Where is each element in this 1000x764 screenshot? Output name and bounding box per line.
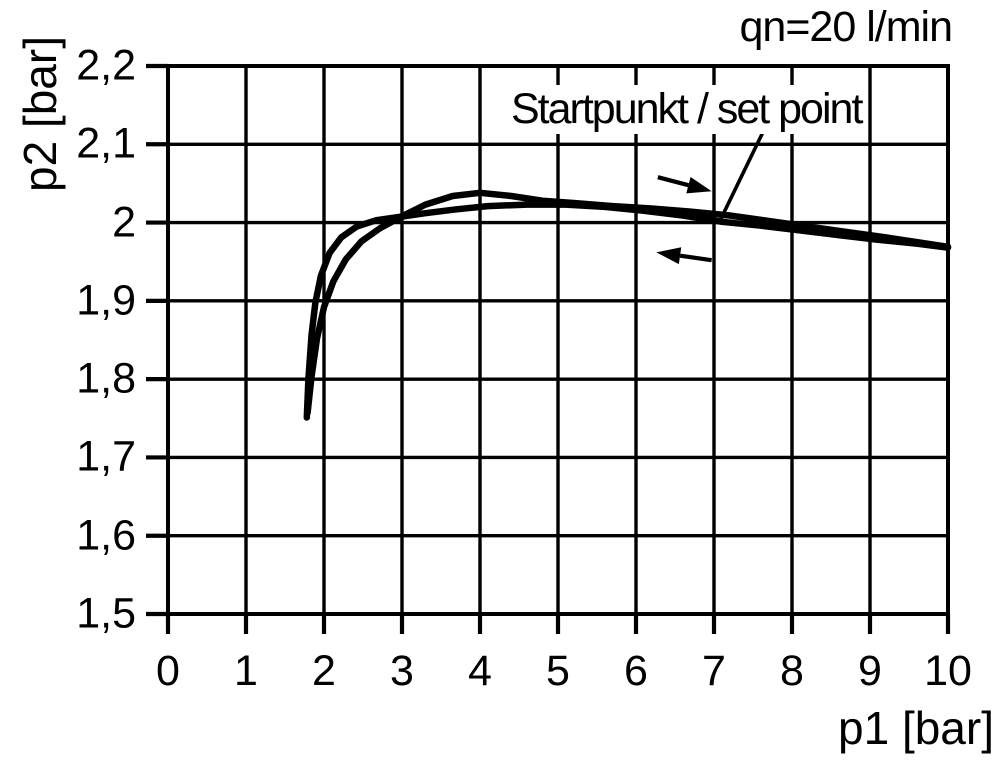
- setpoint-leader-line: [718, 130, 765, 222]
- x-axis-title: p1 [bar]: [838, 702, 994, 754]
- x-tick-label: 8: [780, 647, 804, 695]
- y-tick-label: 2,1: [76, 119, 136, 168]
- x-tick-label: 0: [156, 647, 180, 695]
- x-tick-label: 3: [390, 647, 414, 695]
- flow-rate-annotation: qn=20 l/min: [739, 3, 953, 51]
- y-tick-label: 1,7: [76, 432, 136, 481]
- curve-lower-branch: [303, 201, 952, 421]
- y-tick-label: 1,9: [76, 276, 136, 325]
- x-tick-label: 9: [858, 647, 882, 695]
- y-tick-label: 1,8: [76, 354, 136, 403]
- x-tick-label: 10: [924, 647, 972, 695]
- direction-arrow-right-head-icon: [686, 176, 712, 194]
- curve-upper-branch: [304, 189, 952, 417]
- y-tick-label: 2: [112, 197, 136, 246]
- x-tick-label: 5: [546, 647, 570, 695]
- y-tick-label: 2,2: [76, 41, 136, 90]
- x-tick-label: 2: [312, 647, 336, 695]
- x-tick-label: 1: [234, 647, 258, 695]
- x-tick-label: 6: [624, 647, 648, 695]
- x-tick-label: 7: [702, 647, 726, 695]
- y-tick-label: 1,5: [76, 589, 136, 638]
- setpoint-annotation: Startpunkt / set point: [508, 85, 865, 134]
- y-axis-title: p2 [bar]: [14, 36, 66, 192]
- plot-border: [166, 64, 950, 616]
- direction-arrow-left-shaft: [679, 253, 712, 263]
- y-tick-label: 1,6: [76, 511, 136, 560]
- direction-arrow-right-shaft: [657, 175, 689, 188]
- x-tick-label: 4: [468, 647, 492, 695]
- direction-arrow-left-head-icon: [656, 247, 682, 265]
